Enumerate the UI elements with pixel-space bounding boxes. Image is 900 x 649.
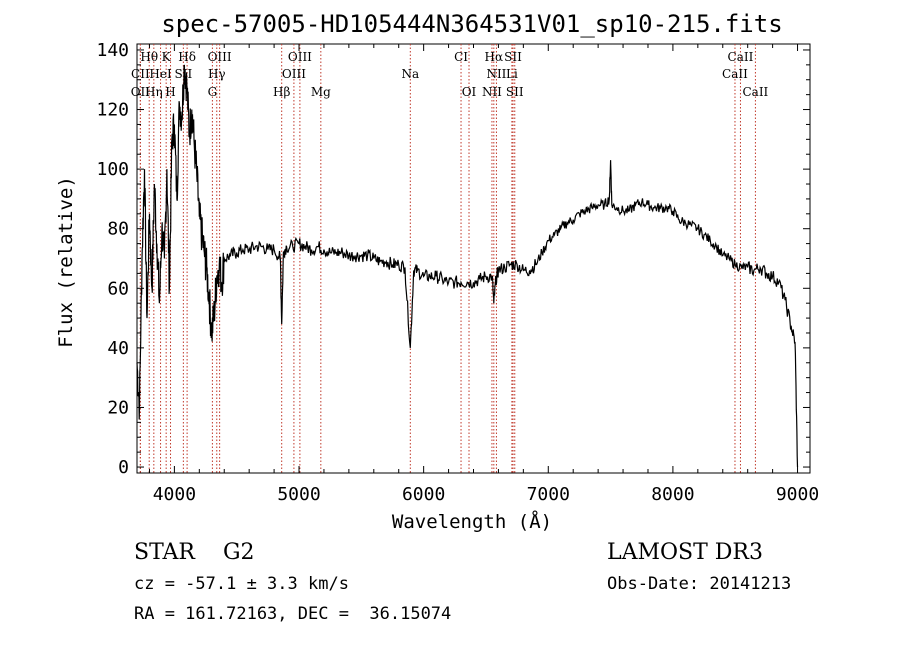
y-tick-label: 80 xyxy=(107,219,129,240)
flux-spectrum-line xyxy=(136,64,799,468)
spectral-line-label: Li xyxy=(506,67,518,81)
plot-frame xyxy=(136,43,811,474)
spectral-line-label: OIII xyxy=(282,67,306,81)
x-tick-label: 8000 xyxy=(651,484,694,505)
y-tick-label: 60 xyxy=(107,278,129,299)
coordinates: RA = 161.72163, DEC = 36.15074 xyxy=(134,604,452,624)
spectral-line-label: CaII xyxy=(722,67,748,81)
chart-title: spec-57005-HD105444N364531V01_sp10-215.f… xyxy=(161,10,782,38)
spectral-line-label: Hδ xyxy=(178,50,196,64)
y-tick-label: 20 xyxy=(107,397,129,418)
spectral-line-label: OIII xyxy=(288,50,312,64)
spectral-line-label: NII xyxy=(482,85,502,99)
x-tick-label: 4000 xyxy=(153,484,196,505)
spectral-line-label: CaII xyxy=(728,50,754,64)
y-tick-label: 120 xyxy=(96,100,129,121)
spectral-line-label: Hα xyxy=(485,50,504,64)
spectral-line-markers xyxy=(139,44,756,473)
redshift-velocity: cz = -57.1 ± 3.3 km/s xyxy=(134,574,349,594)
spectral-line-label: NII xyxy=(486,67,506,81)
spectral-line-label: CII xyxy=(131,67,150,81)
spectral-line-label: Hθ xyxy=(140,50,158,64)
x-axis-label: Wavelength (Å) xyxy=(392,510,552,533)
survey-name: LAMOST DR3 xyxy=(607,540,763,565)
spectral-line-label: Hγ xyxy=(208,67,226,81)
spectral-line-label: OIII xyxy=(208,50,232,64)
y-axis-label: Flux (relative) xyxy=(55,176,77,348)
spectral-line-label: HeI xyxy=(149,67,172,81)
spectral-line-label: SII xyxy=(506,85,524,99)
spectral-line-label: H xyxy=(165,85,175,99)
x-tick-label: 7000 xyxy=(527,484,570,505)
x-axis-ticks: 4000 5000 6000 7000 8000 9000 xyxy=(148,44,819,505)
spectral-line-label: Mg xyxy=(311,85,331,99)
object-class: STAR G2 xyxy=(134,540,255,565)
spectral-line-label: CI xyxy=(454,50,468,64)
y-tick-label: 140 xyxy=(96,40,129,61)
spectral-line-label: K xyxy=(162,50,172,64)
y-tick-label: 0 xyxy=(118,457,129,478)
observation-date: Obs-Date: 20141213 xyxy=(607,574,792,594)
spectral-line-label: Hη xyxy=(145,85,163,99)
spectral-line-label: OI xyxy=(462,85,477,99)
spectral-line-label: G xyxy=(208,85,218,99)
x-tick-label: 6000 xyxy=(402,484,445,505)
spectral-line-label: CaII xyxy=(742,85,768,99)
spectral-line-label: Hβ xyxy=(273,85,290,99)
spectral-line-label: SII xyxy=(504,50,522,64)
x-tick-label: 5000 xyxy=(277,484,320,505)
y-tick-label: 40 xyxy=(107,338,129,359)
spectral-line-label: OII xyxy=(131,85,151,99)
spectral-line-label: Na xyxy=(401,67,419,81)
y-tick-label: 100 xyxy=(96,159,129,180)
y-axis-ticks: 0 20 40 60 80 100 120 140 xyxy=(96,40,810,478)
x-tick-label: 9000 xyxy=(776,484,819,505)
